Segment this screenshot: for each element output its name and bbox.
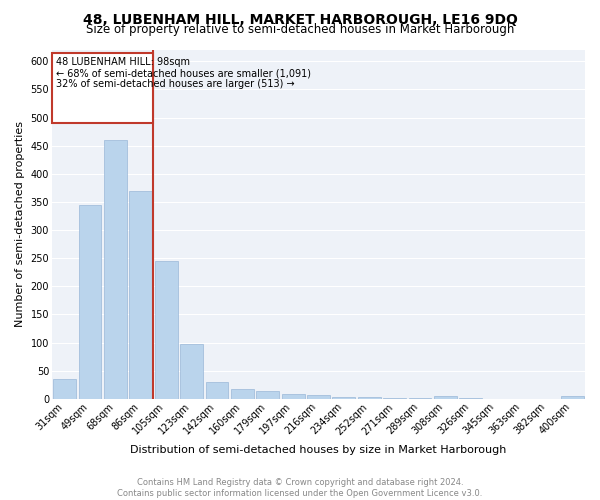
Bar <box>383 398 406 399</box>
Text: ← 68% of semi-detached houses are smaller (1,091): ← 68% of semi-detached houses are smalle… <box>56 68 311 78</box>
Bar <box>130 190 152 399</box>
Text: 48 LUBENHAM HILL: 98sqm: 48 LUBENHAM HILL: 98sqm <box>56 58 190 68</box>
Bar <box>561 396 584 399</box>
Text: Contains HM Land Registry data © Crown copyright and database right 2024.
Contai: Contains HM Land Registry data © Crown c… <box>118 478 482 498</box>
Bar <box>358 397 380 399</box>
Text: 32% of semi-detached houses are larger (513) →: 32% of semi-detached houses are larger (… <box>56 78 295 88</box>
Bar <box>434 396 457 399</box>
Bar <box>256 391 279 399</box>
Text: Size of property relative to semi-detached houses in Market Harborough: Size of property relative to semi-detach… <box>86 22 514 36</box>
Bar <box>206 382 229 399</box>
X-axis label: Distribution of semi-detached houses by size in Market Harborough: Distribution of semi-detached houses by … <box>130 445 506 455</box>
Bar <box>231 389 254 399</box>
Bar <box>281 394 305 399</box>
Y-axis label: Number of semi-detached properties: Number of semi-detached properties <box>15 122 25 328</box>
Bar <box>180 344 203 399</box>
Bar <box>104 140 127 399</box>
Bar <box>332 396 355 399</box>
Bar <box>79 204 101 399</box>
Bar <box>307 395 330 399</box>
FancyBboxPatch shape <box>52 53 154 123</box>
Text: 48, LUBENHAM HILL, MARKET HARBOROUGH, LE16 9DQ: 48, LUBENHAM HILL, MARKET HARBOROUGH, LE… <box>83 12 517 26</box>
Bar <box>155 261 178 399</box>
Bar <box>53 379 76 399</box>
Bar <box>409 398 431 399</box>
Bar <box>460 398 482 399</box>
